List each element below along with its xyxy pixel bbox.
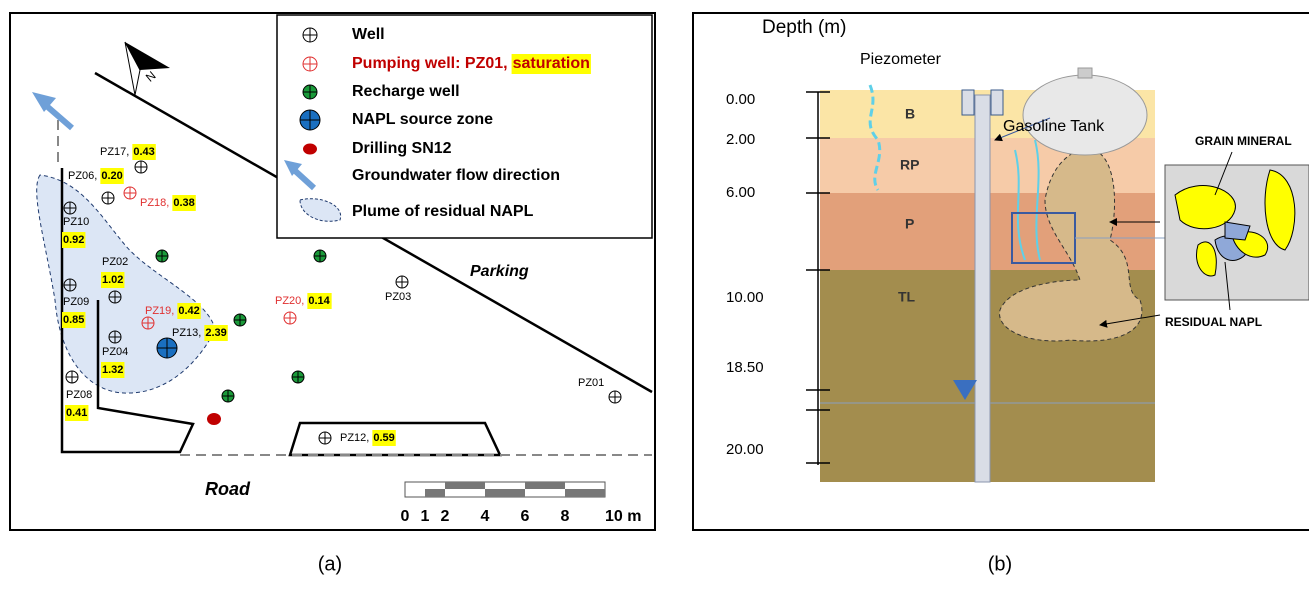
scale-label: 1 — [421, 508, 430, 525]
parking-label: Parking — [470, 263, 529, 280]
well-label: PZ19, — [145, 305, 174, 317]
tank — [1078, 68, 1092, 78]
saturation-label: 1.02 — [102, 274, 123, 286]
caption: (b) — [988, 553, 1012, 575]
well-label: PZ17, — [100, 146, 129, 158]
well-label: PZ04 — [102, 346, 128, 358]
well-label: PZ02 — [102, 256, 128, 268]
depth-label: 2.00 — [726, 131, 755, 148]
scale-label: 8 — [561, 508, 570, 525]
legend-label: Recharge well — [352, 83, 460, 100]
scale-label: 2 — [441, 508, 450, 525]
saturation-label: 0.59 — [373, 432, 394, 444]
saturation-label: 0.43 — [133, 146, 154, 158]
legend-label: NAPL source zone — [352, 111, 493, 128]
well-label: PZ12, — [340, 432, 369, 444]
well-label: PZ08 — [66, 389, 92, 401]
legend-label: Groundwater flow direction — [352, 167, 560, 184]
saturation-label: 0.42 — [178, 305, 199, 317]
saturation-label: 0.38 — [173, 197, 194, 209]
drilling — [207, 413, 221, 425]
caption: (a) — [318, 553, 342, 575]
road-label: Road — [205, 479, 251, 499]
piezometer-cap — [962, 90, 974, 115]
depth-label: 10.00 — [726, 289, 764, 306]
grain-label: GRAIN MINERAL — [1195, 134, 1292, 148]
piezometer-cap — [991, 90, 1003, 115]
layer-label: B — [905, 106, 915, 122]
saturation-label: 0.85 — [63, 314, 84, 326]
scale-bar — [485, 489, 525, 497]
drilling-symbol — [303, 144, 317, 155]
napl-label: RESIDUAL NAPL — [1165, 315, 1262, 329]
piezometer — [975, 95, 990, 482]
well-label: PZ01 — [578, 377, 604, 389]
well-label: PZ10 — [63, 216, 89, 228]
figure: N Well Pumping well: PZ01, saturation Re… — [0, 0, 1309, 590]
scale-bar — [425, 489, 445, 497]
well-label: PZ03 — [385, 291, 411, 303]
scale-bar — [565, 489, 605, 497]
depth-label: 20.00 — [726, 441, 764, 458]
depth-label: 0.00 — [726, 91, 755, 108]
saturation-label: 0.14 — [308, 295, 330, 307]
legend-label: Drilling SN12 — [352, 140, 452, 157]
layer-label: RP — [900, 157, 919, 173]
saturation-label: 0.20 — [101, 170, 122, 182]
saturation-label: 1.32 — [102, 364, 123, 376]
well-label: PZ18, — [140, 197, 169, 209]
tank — [1023, 75, 1147, 155]
legend-label: saturation — [513, 55, 590, 72]
well-label: PZ13, — [172, 327, 201, 339]
scale-bar — [445, 482, 485, 489]
legend-label: Plume of residual NAPL — [352, 203, 534, 220]
legend-label: Well — [352, 26, 385, 43]
scale-label: 4 — [481, 508, 490, 525]
well-label: PZ20, — [275, 295, 304, 307]
well-label: PZ09 — [63, 296, 89, 308]
depth-title: Depth (m) — [762, 17, 846, 38]
scale-bar — [525, 482, 565, 489]
scale-label: 6 — [521, 508, 530, 525]
piezometer-label: Piezometer — [860, 51, 942, 68]
tank-label: Gasoline Tank — [1003, 118, 1105, 135]
depth-label: 6.00 — [726, 184, 755, 201]
scale-label: 10 m — [605, 508, 641, 525]
scale-label: 0 — [401, 508, 410, 525]
layer-label: TL — [898, 289, 916, 305]
saturation-label: 0.92 — [63, 234, 84, 246]
well-label: PZ06, — [68, 170, 97, 182]
saturation-label: 2.39 — [205, 327, 226, 339]
legend-label: Pumping well: PZ01, — [352, 55, 508, 72]
layer-label: P — [905, 216, 914, 232]
depth-label: 18.50 — [726, 359, 764, 376]
saturation-label: 0.41 — [66, 407, 87, 419]
